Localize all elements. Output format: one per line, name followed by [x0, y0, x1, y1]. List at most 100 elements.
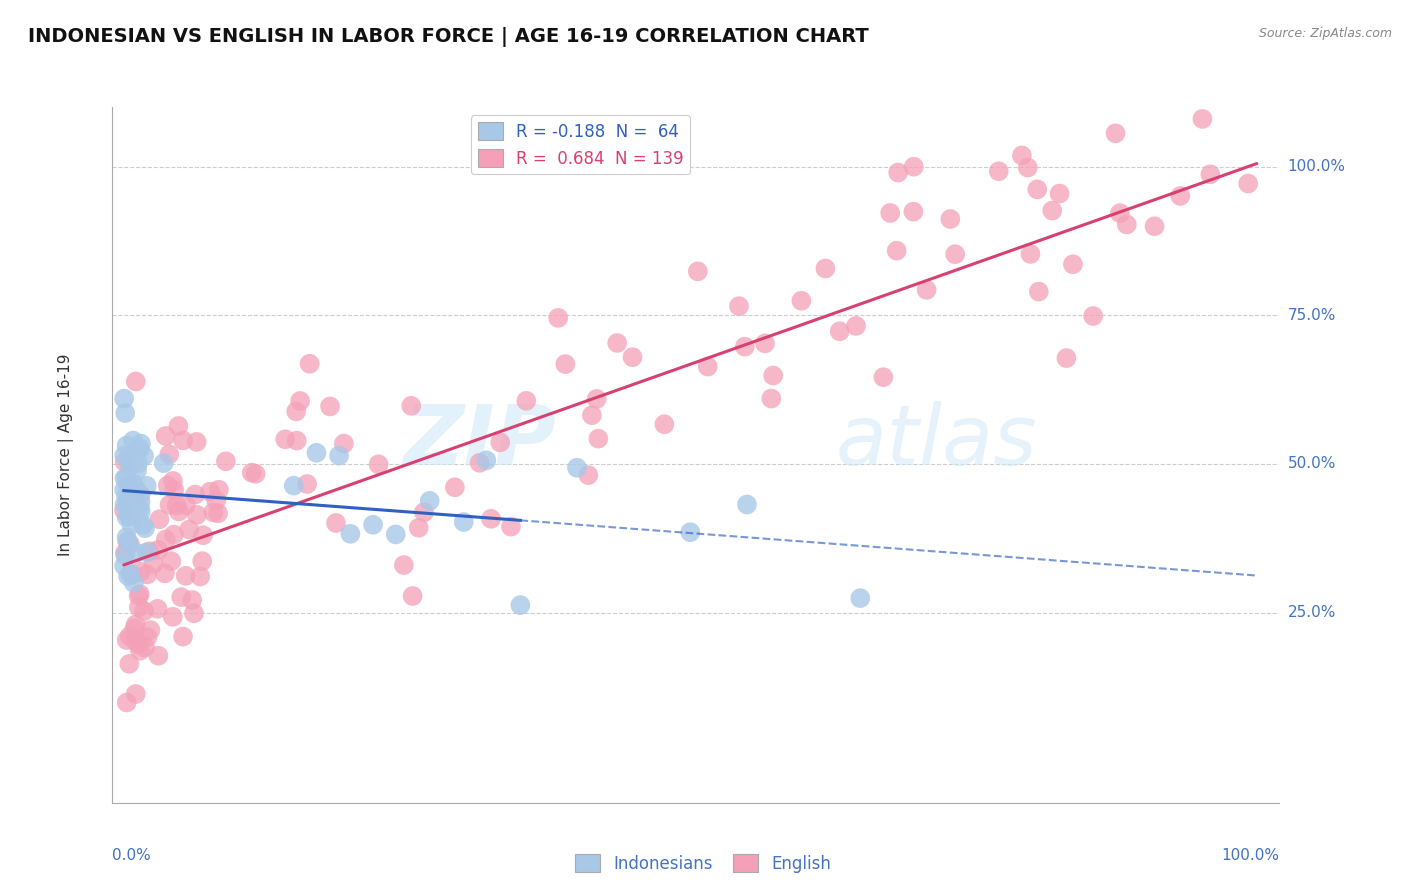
- Point: [515, 393, 537, 408]
- Point: [118, 479, 141, 493]
- Point: [136, 545, 159, 559]
- Text: Source: ZipAtlas.com: Source: ZipAtlas.com: [1258, 27, 1392, 40]
- Point: [1026, 182, 1049, 196]
- Point: [114, 406, 136, 420]
- Point: [828, 324, 851, 338]
- Point: [1062, 257, 1084, 271]
- Point: [186, 508, 208, 522]
- Point: [413, 505, 436, 519]
- Point: [134, 640, 156, 655]
- Point: [183, 607, 205, 621]
- Point: [121, 486, 143, 500]
- Point: [167, 419, 190, 434]
- Point: [728, 299, 751, 313]
- Point: [128, 589, 150, 603]
- Point: [129, 436, 152, 450]
- Point: [886, 244, 908, 258]
- Legend: Indonesians, English: Indonesians, English: [568, 847, 838, 880]
- Point: [134, 521, 156, 535]
- Point: [118, 629, 141, 643]
- Point: [127, 637, 149, 651]
- Point: [115, 534, 138, 549]
- Point: [585, 392, 607, 406]
- Point: [1054, 351, 1077, 365]
- Point: [117, 480, 139, 494]
- Point: [1081, 309, 1104, 323]
- Point: [117, 494, 139, 508]
- Point: [245, 467, 267, 481]
- Point: [621, 350, 644, 364]
- Point: [136, 630, 159, 644]
- Point: [479, 512, 502, 526]
- Point: [1168, 189, 1191, 203]
- Point: [509, 598, 531, 612]
- Point: [132, 518, 155, 533]
- Point: [166, 499, 188, 513]
- Point: [285, 434, 308, 448]
- Point: [565, 460, 588, 475]
- Point: [115, 510, 138, 524]
- Point: [163, 527, 186, 541]
- Point: [153, 566, 176, 581]
- Point: [392, 558, 415, 572]
- Point: [114, 546, 136, 560]
- Point: [134, 604, 156, 618]
- Point: [112, 558, 135, 573]
- Point: [879, 206, 901, 220]
- Point: [129, 494, 152, 508]
- Point: [283, 478, 305, 492]
- Point: [1017, 161, 1039, 175]
- Point: [163, 483, 186, 497]
- Point: [696, 359, 718, 374]
- Point: [125, 442, 148, 457]
- Point: [132, 449, 155, 463]
- Text: atlas: atlas: [837, 401, 1038, 482]
- Point: [125, 687, 148, 701]
- Point: [155, 429, 177, 443]
- Point: [152, 456, 174, 470]
- Point: [361, 517, 384, 532]
- Point: [762, 368, 785, 383]
- Point: [1191, 112, 1213, 126]
- Point: [136, 567, 159, 582]
- Point: [125, 483, 148, 497]
- Point: [114, 498, 136, 512]
- Point: [915, 283, 938, 297]
- Point: [117, 569, 139, 583]
- Point: [120, 517, 142, 532]
- Point: [207, 506, 229, 520]
- Text: 50.0%: 50.0%: [1288, 457, 1336, 471]
- Text: 25.0%: 25.0%: [1288, 605, 1336, 620]
- Point: [112, 483, 135, 497]
- Point: [118, 458, 141, 472]
- Point: [112, 449, 135, 463]
- Point: [1199, 167, 1222, 181]
- Legend: R = -0.188  N =  64, R =  0.684  N = 139: R = -0.188 N = 64, R = 0.684 N = 139: [471, 115, 690, 174]
- Point: [903, 204, 925, 219]
- Point: [172, 434, 194, 448]
- Point: [174, 569, 197, 583]
- Point: [112, 503, 135, 517]
- Point: [115, 530, 138, 544]
- Point: [887, 165, 910, 179]
- Point: [849, 591, 872, 606]
- Point: [319, 400, 342, 414]
- Point: [129, 505, 152, 519]
- Point: [686, 264, 709, 278]
- Point: [167, 504, 190, 518]
- Point: [125, 493, 148, 508]
- Point: [125, 633, 148, 648]
- Point: [295, 477, 318, 491]
- Point: [184, 487, 207, 501]
- Point: [790, 293, 813, 308]
- Point: [547, 310, 569, 325]
- Point: [1104, 126, 1126, 140]
- Point: [1109, 206, 1132, 220]
- Point: [735, 498, 758, 512]
- Point: [156, 478, 179, 492]
- Point: [115, 438, 138, 452]
- Point: [114, 455, 136, 469]
- Point: [384, 527, 406, 541]
- Text: 75.0%: 75.0%: [1288, 308, 1336, 323]
- Point: [298, 357, 321, 371]
